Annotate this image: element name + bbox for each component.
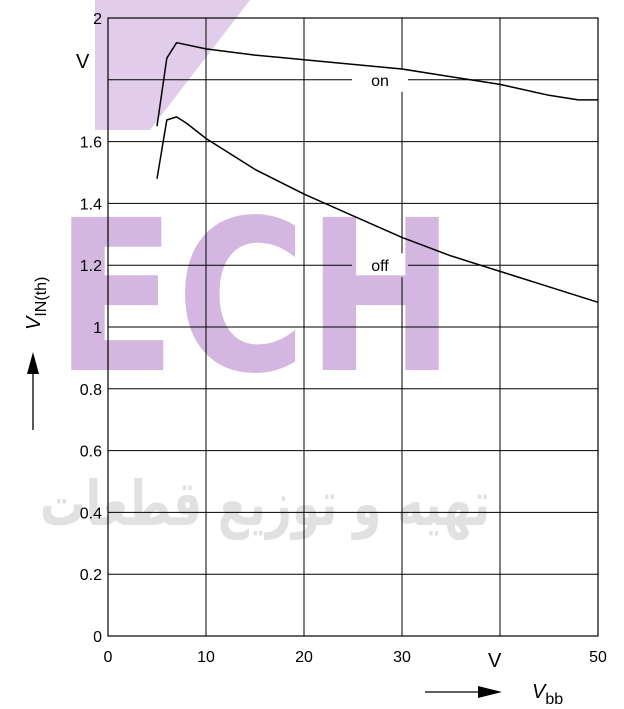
watermark-arabic: تهیه و توزیع قطعات xyxy=(40,467,490,540)
y-axis-title-subscript: IN(th) xyxy=(33,277,50,317)
y-tick-label: 0.4 xyxy=(80,505,102,522)
series-line-off xyxy=(156,116,599,304)
x-axis-unit: V xyxy=(488,650,502,672)
plot-frame xyxy=(107,17,599,637)
x-axis-title-subscript: bb xyxy=(545,691,563,708)
y-tick-label: 1.6 xyxy=(80,135,102,152)
y-tick-label: 0.2 xyxy=(80,567,102,584)
x-tick-label: 0 xyxy=(104,649,113,666)
y-axis-unit: V xyxy=(76,51,90,73)
y-axis-title: VIN(th) xyxy=(23,277,50,330)
y-tick-label: 1 xyxy=(93,320,102,337)
x-axis-title: Vbb xyxy=(532,681,563,708)
grid xyxy=(108,18,598,636)
x-tick-label: 50 xyxy=(589,649,607,666)
x-tick-label: 30 xyxy=(393,649,411,666)
series-label-off: off xyxy=(371,258,389,275)
x-axis-arrow xyxy=(425,686,502,698)
watermark: ECH تهیه و توزیع قطعات xyxy=(40,0,490,540)
y-axis-title-main: V xyxy=(23,315,45,330)
series-line-on xyxy=(156,41,598,127)
y-tick-label: 0.6 xyxy=(80,444,102,461)
svg-text:VIN(th): VIN(th) xyxy=(23,277,50,330)
watermark-text: ECH xyxy=(55,175,455,420)
tick-labels: 0 10 20 30 50 0 0.2 0.4 0.6 0.8 1 1.2 1.4 1.6 2 xyxy=(80,11,607,666)
y-tick-label: 2 xyxy=(93,11,102,28)
axes xyxy=(107,17,599,637)
x-axis-title-main: V xyxy=(532,681,547,703)
y-axis-arrow xyxy=(27,352,39,430)
y-tick-label: 1.4 xyxy=(80,196,102,213)
y-tick-label: 1.2 xyxy=(80,258,102,275)
x-tick-label: 10 xyxy=(197,649,215,666)
watermark-banner xyxy=(95,0,250,130)
y-tick-label: 0 xyxy=(93,629,102,646)
series-label-on: on xyxy=(371,73,389,90)
x-tick-label: 20 xyxy=(295,649,313,666)
series-group: on off xyxy=(156,41,599,304)
y-tick-label: 0.8 xyxy=(80,382,102,399)
svg-text:Vbb: Vbb xyxy=(532,681,563,708)
